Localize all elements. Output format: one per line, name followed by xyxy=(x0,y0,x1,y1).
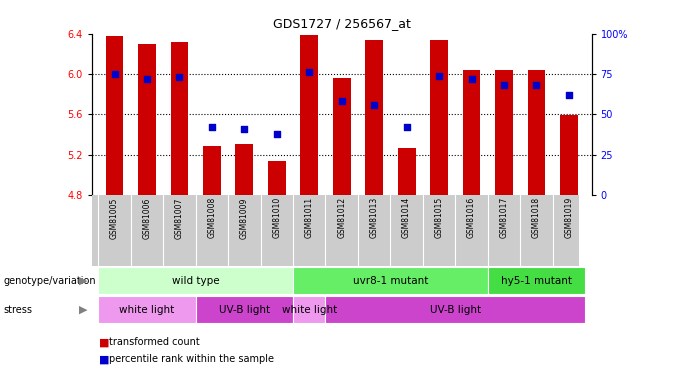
Point xyxy=(531,82,542,88)
Title: GDS1727 / 256567_at: GDS1727 / 256567_at xyxy=(273,17,411,30)
Text: GSM81017: GSM81017 xyxy=(500,197,509,238)
Text: UV-B light: UV-B light xyxy=(219,304,270,315)
Text: GSM81012: GSM81012 xyxy=(337,197,346,238)
Text: ■: ■ xyxy=(99,338,109,347)
Text: GSM81019: GSM81019 xyxy=(564,197,573,238)
Text: ▶: ▶ xyxy=(79,305,87,315)
Text: GSM81008: GSM81008 xyxy=(207,197,216,238)
Bar xyxy=(171,42,188,195)
Point xyxy=(239,126,250,132)
Bar xyxy=(301,35,318,195)
Text: uvr8-1 mutant: uvr8-1 mutant xyxy=(353,276,428,286)
Point xyxy=(401,124,412,130)
Bar xyxy=(333,78,351,195)
Point xyxy=(304,69,315,75)
Text: GSM81014: GSM81014 xyxy=(402,197,411,238)
Text: ■: ■ xyxy=(99,354,109,364)
Bar xyxy=(268,161,286,195)
Text: wild type: wild type xyxy=(172,276,220,286)
Text: ▶: ▶ xyxy=(79,276,87,285)
Point xyxy=(434,73,445,79)
Bar xyxy=(398,148,415,195)
Point xyxy=(174,74,185,80)
Bar xyxy=(203,146,221,195)
Bar xyxy=(235,144,253,195)
Bar xyxy=(99,267,293,294)
Point xyxy=(109,71,120,77)
Bar xyxy=(293,296,326,323)
Text: transformed count: transformed count xyxy=(109,338,199,347)
Bar xyxy=(105,36,124,195)
Point xyxy=(466,76,477,82)
Point xyxy=(369,102,379,108)
Bar xyxy=(196,296,293,323)
Text: GSM81009: GSM81009 xyxy=(240,197,249,238)
Bar xyxy=(488,267,585,294)
Point xyxy=(337,99,347,105)
Text: GSM81015: GSM81015 xyxy=(435,197,443,238)
Text: white light: white light xyxy=(120,304,175,315)
Bar xyxy=(365,40,383,195)
Bar xyxy=(462,70,481,195)
Text: percentile rank within the sample: percentile rank within the sample xyxy=(109,354,274,364)
Text: GSM81007: GSM81007 xyxy=(175,197,184,238)
Point xyxy=(564,92,575,98)
Text: hy5-1 mutant: hy5-1 mutant xyxy=(501,276,572,286)
Text: white light: white light xyxy=(282,304,337,315)
Bar xyxy=(138,44,156,195)
Bar xyxy=(560,116,578,195)
Text: GSM81005: GSM81005 xyxy=(110,197,119,238)
Text: stress: stress xyxy=(3,305,33,315)
Text: GSM81018: GSM81018 xyxy=(532,197,541,238)
Text: GSM81013: GSM81013 xyxy=(370,197,379,238)
Text: genotype/variation: genotype/variation xyxy=(3,276,96,285)
Text: GSM81016: GSM81016 xyxy=(467,197,476,238)
Bar xyxy=(326,296,585,323)
Text: GSM81006: GSM81006 xyxy=(143,197,152,238)
Bar xyxy=(528,70,545,195)
Bar xyxy=(495,70,513,195)
Text: GSM81010: GSM81010 xyxy=(272,197,282,238)
Point xyxy=(271,131,282,137)
Point xyxy=(498,82,509,88)
Bar xyxy=(430,40,448,195)
Bar xyxy=(293,267,488,294)
Point xyxy=(207,124,218,130)
Point xyxy=(141,76,152,82)
Text: GSM81011: GSM81011 xyxy=(305,197,313,238)
Bar xyxy=(99,296,196,323)
Text: UV-B light: UV-B light xyxy=(430,304,481,315)
